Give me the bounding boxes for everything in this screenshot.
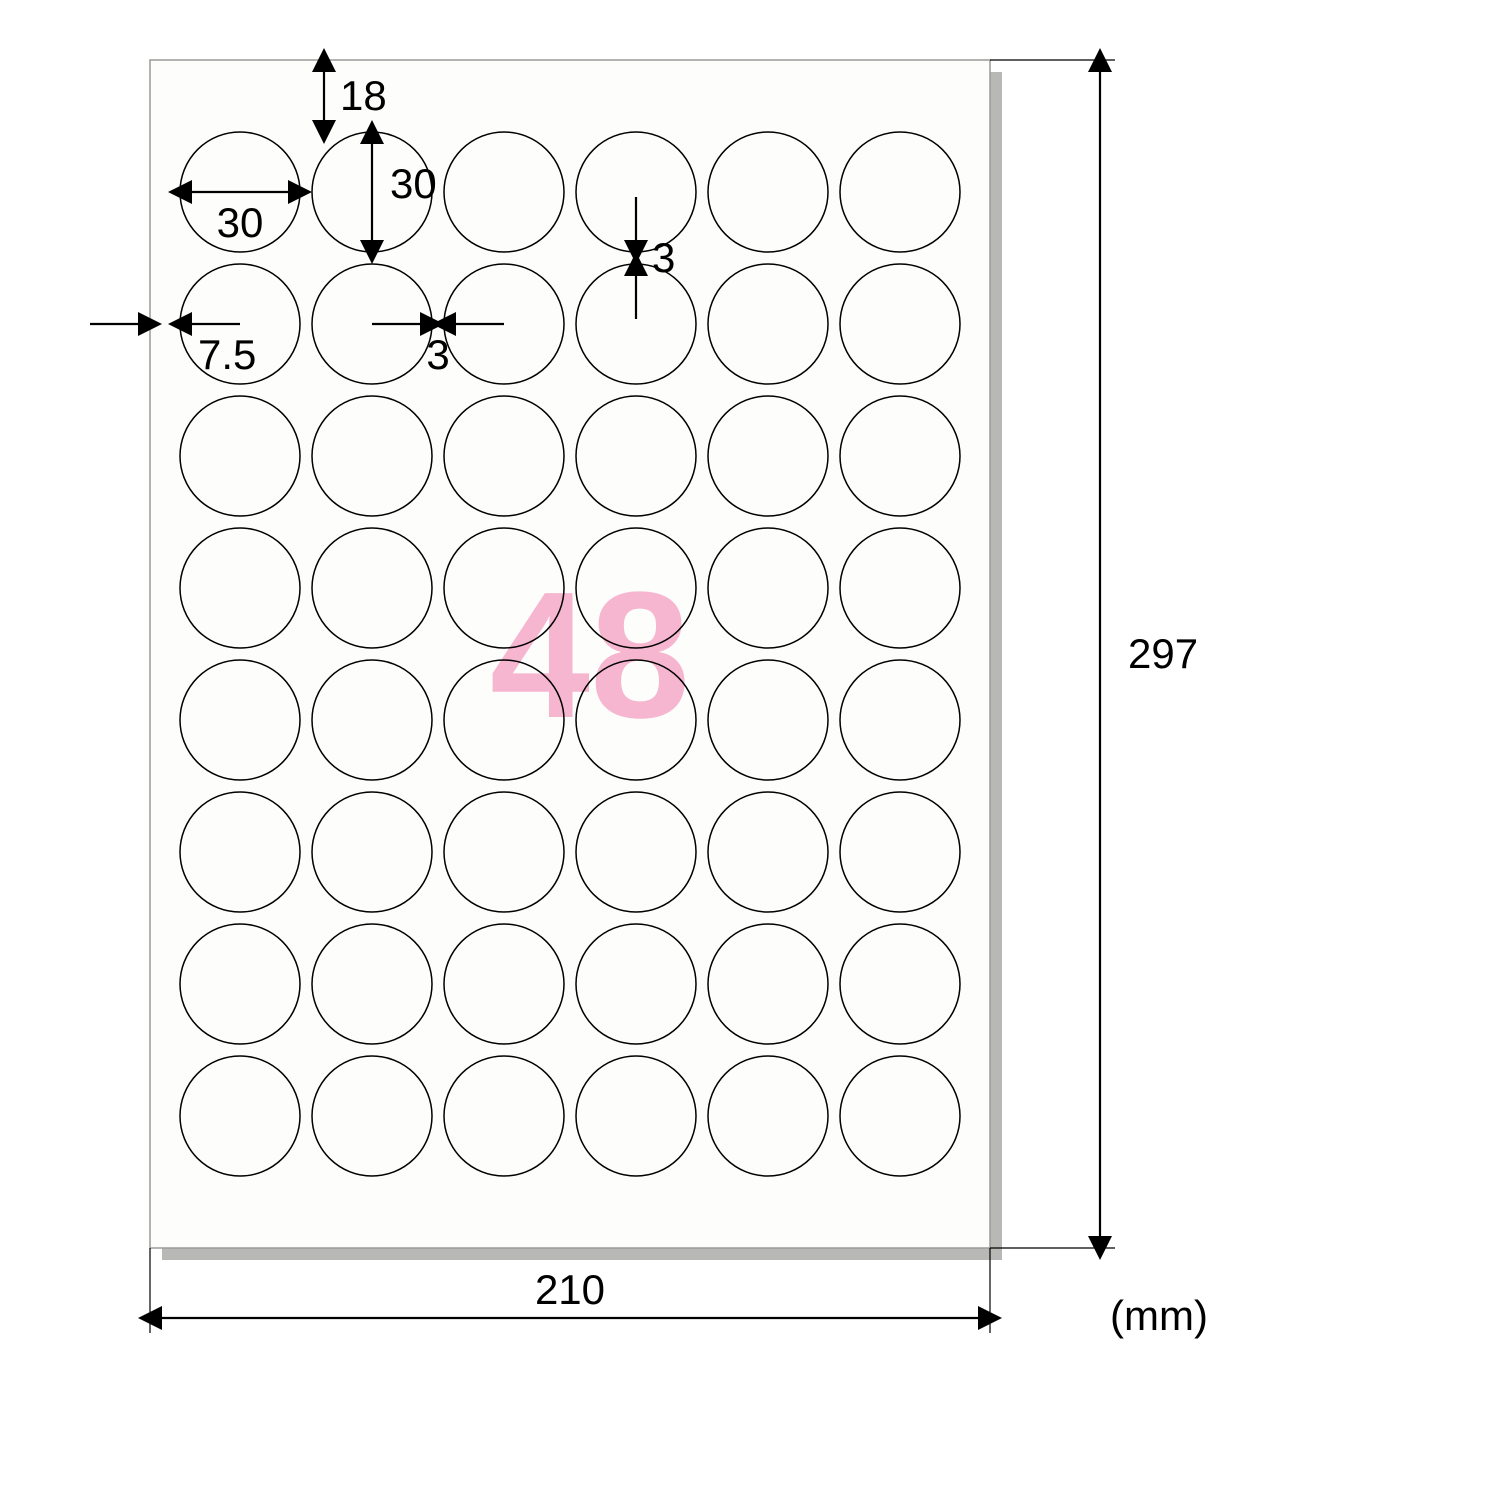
dimension-label: 3: [652, 234, 675, 281]
dimension-label: 210: [535, 1266, 605, 1313]
dimension-label: 30: [217, 199, 264, 246]
dimension-label: (mm): [1110, 1292, 1208, 1339]
dimension-label: 3: [426, 331, 449, 378]
dimension-label: 18: [340, 72, 387, 119]
dimension-label: 7.5: [198, 331, 256, 378]
label-count: 48: [490, 555, 690, 756]
dimension-label: 30: [390, 160, 437, 207]
dimension-label: 297: [1128, 630, 1198, 677]
